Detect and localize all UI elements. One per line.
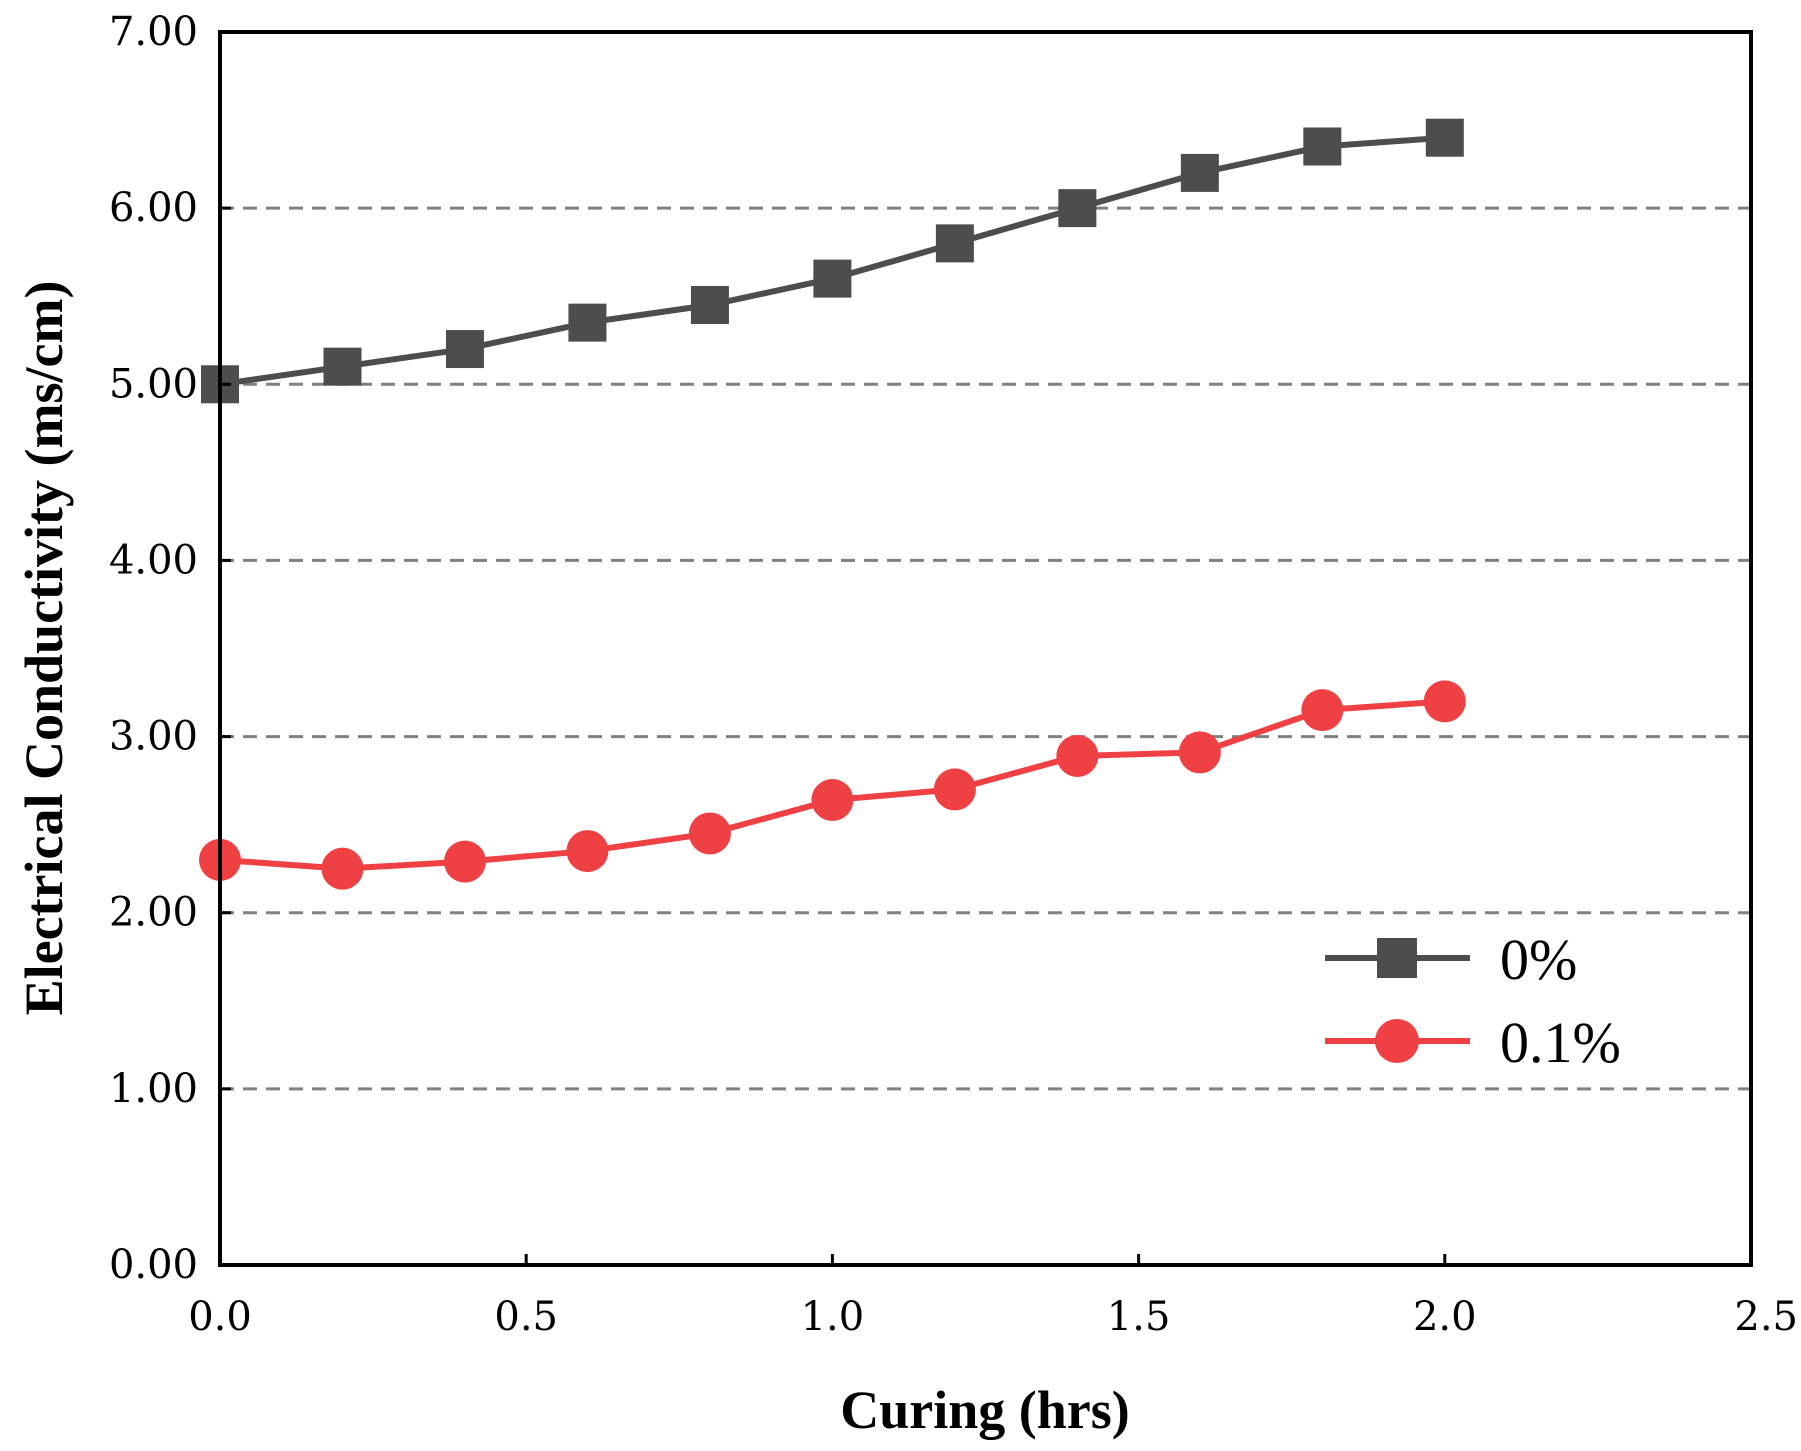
- point-s1-8: [1178, 731, 1221, 774]
- legend: 0% 0.1%: [1325, 927, 1621, 1075]
- x-tick-label-1: 0.5: [494, 1294, 558, 1340]
- legend-label-0: 0%: [1500, 927, 1577, 992]
- point-s1-10: [1423, 680, 1466, 723]
- y-tick-label-0: 0.00: [109, 1242, 198, 1288]
- x-tick-label-2: 1.0: [801, 1294, 865, 1340]
- legend-label-1: 0.1%: [1500, 1010, 1621, 1075]
- point-s1-2: [443, 840, 486, 883]
- point-s1-1: [321, 847, 364, 890]
- y-axis-title: Electrical Conductivity (ms/cm): [14, 281, 74, 1016]
- legend-item-1: 0.1%: [1325, 1010, 1621, 1075]
- legend-marker-1: [1375, 1019, 1419, 1063]
- point-s1-9: [1301, 689, 1344, 732]
- point-s0-5: [813, 259, 852, 298]
- legend-marker-0: [1377, 938, 1417, 978]
- y-tick-label-7: 7.00: [109, 9, 198, 55]
- gridlines: [220, 206, 1751, 1091]
- point-s0-9: [1303, 127, 1342, 166]
- point-s0-8: [1180, 153, 1219, 192]
- y-tick-label-1: 1.00: [109, 1066, 198, 1112]
- point-s1-7: [1056, 734, 1099, 777]
- point-s1-6: [933, 768, 976, 811]
- point-s1-5: [811, 778, 854, 821]
- point-s0-2: [445, 330, 484, 369]
- point-s0-1: [323, 347, 362, 386]
- point-s0-4: [690, 286, 729, 325]
- point-s0-7: [1058, 189, 1097, 228]
- tick-labels: 0.00 1.00 2.00 3.00 4.00 5.00 6.00 7.00 0.0 0.5 1.…: [109, 9, 1798, 1340]
- data-series: [199, 118, 1466, 890]
- y-tick-label-4: 4.00: [109, 537, 198, 583]
- y-tick-label-2: 2.00: [109, 890, 198, 936]
- y-tick-label-3: 3.00: [109, 714, 198, 760]
- point-s0-3: [568, 303, 607, 342]
- x-tick-label-5: 2.5: [1734, 1294, 1798, 1340]
- x-tick-label-3: 1.5: [1107, 1294, 1171, 1340]
- x-tick-label-0: 0.0: [188, 1294, 252, 1340]
- point-s0-6: [935, 224, 974, 263]
- point-s1-4: [688, 812, 731, 855]
- axis-ticks: [218, 30, 1753, 1267]
- point-s0-10: [1425, 118, 1464, 157]
- point-s1-3: [566, 830, 609, 873]
- legend-item-0: 0%: [1325, 927, 1577, 992]
- plot-frame: [218, 30, 1753, 1267]
- y-tick-label-6: 6.00: [109, 185, 198, 231]
- y-tick-label-5: 5.00: [109, 361, 198, 407]
- x-axis-title: Curing (hrs): [840, 1380, 1130, 1440]
- x-tick-label-4: 2.0: [1413, 1294, 1477, 1340]
